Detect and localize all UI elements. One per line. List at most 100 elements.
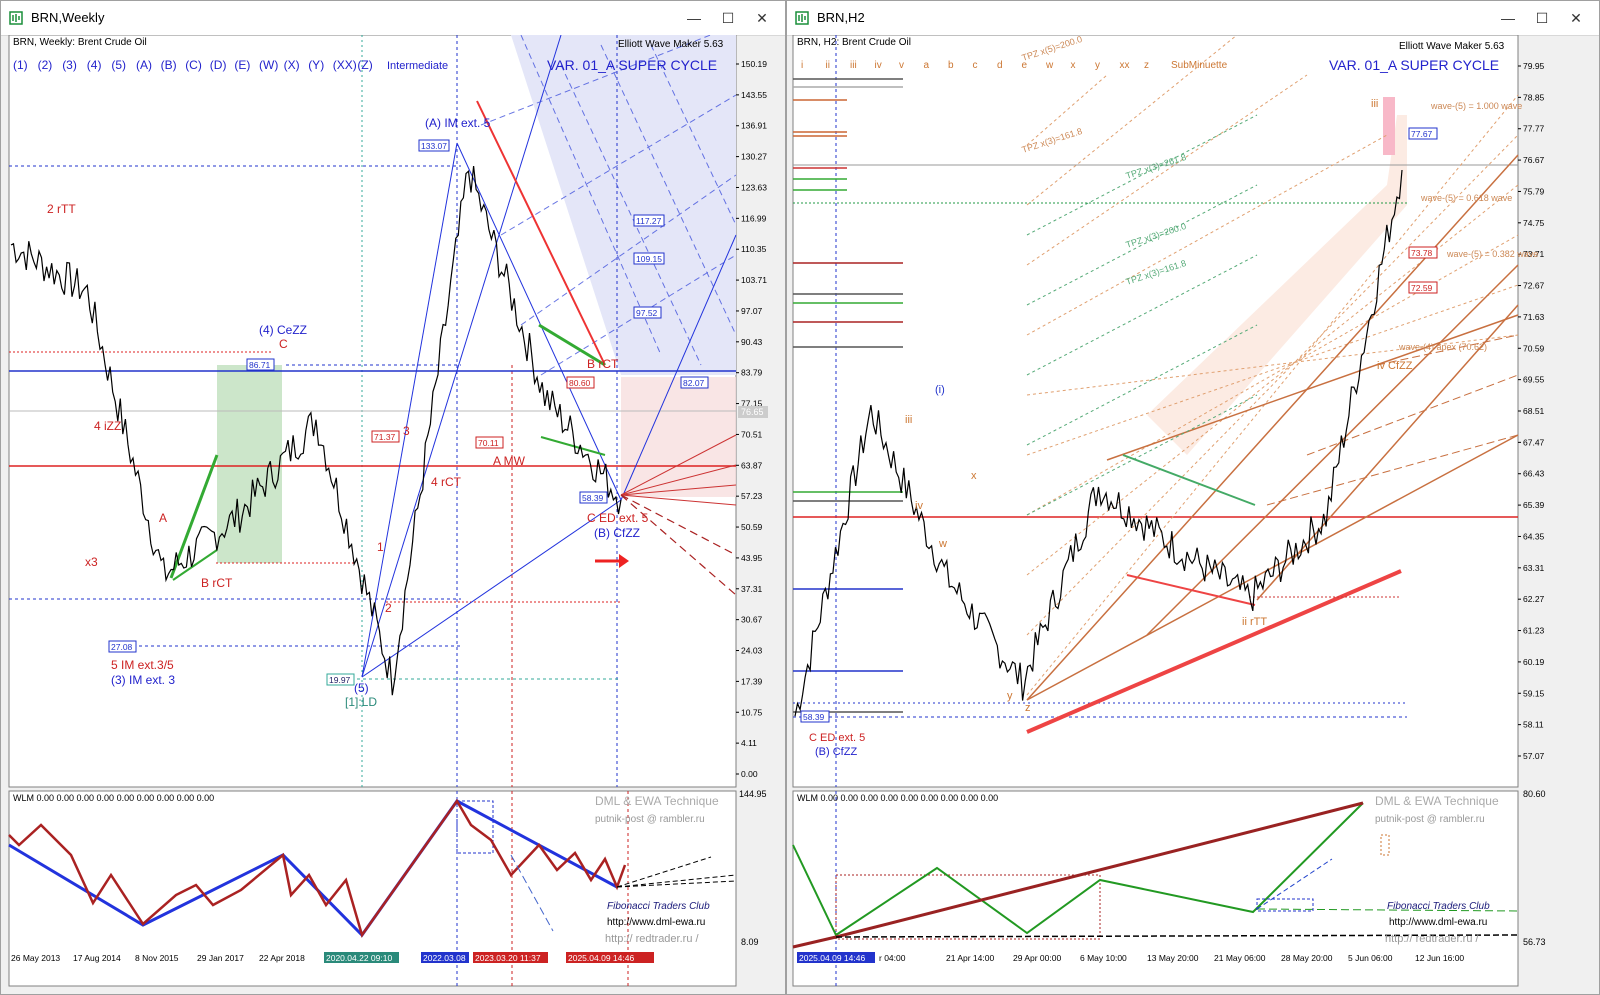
- left-chart[interactable]: BRN, Weekly: Brent Crude Oil Elliott Wav…: [1, 35, 785, 994]
- left-degree-btn[interactable]: (A): [136, 58, 152, 72]
- right-price-tick: 76.67: [1523, 155, 1545, 165]
- left-brand2: putnik-post @ rambler.ru: [595, 814, 705, 825]
- right-time-tick: 6 May 10:00: [1080, 953, 1127, 963]
- left-degree-btn[interactable]: (2): [38, 58, 53, 72]
- right-time-tick: 29 Apr 00:00: [1013, 953, 1061, 963]
- close-button[interactable]: ✕: [1570, 10, 1582, 26]
- right-chart[interactable]: BRN, H2: Brent Crude Oil Elliott Wave Ma…: [787, 35, 1599, 994]
- right-degree-btn[interactable]: w: [1045, 60, 1054, 71]
- right-degree-btn[interactable]: iii: [850, 60, 857, 71]
- left-degree-btn[interactable]: (5): [111, 58, 126, 72]
- left-time-tick: 22 Apr 2018: [259, 953, 305, 963]
- left-brand5[interactable]: http:// redtrader.ru /: [605, 933, 699, 945]
- price-box-86: 86.71: [249, 360, 271, 370]
- right-degree-btn[interactable]: y: [1095, 60, 1100, 71]
- close-button[interactable]: ✕: [756, 10, 768, 26]
- left-chart-header: BRN, Weekly: Brent Crude Oil: [13, 37, 147, 48]
- left-price-tick: 116.99: [741, 213, 767, 223]
- left-degree-btn[interactable]: (E): [234, 58, 250, 72]
- r-wave-iv: iv: [915, 500, 923, 512]
- minimize-button[interactable]: —: [687, 10, 701, 26]
- right-price-tick: 79.95: [1523, 61, 1545, 71]
- wave-label-2rtt: 2 rTT: [47, 202, 76, 216]
- price-box-19: 19.97: [329, 675, 351, 685]
- left-degree-btn[interactable]: (XX): [333, 58, 357, 72]
- left-degree-label[interactable]: Intermediate: [387, 60, 448, 72]
- left-degree-btn[interactable]: (W): [259, 58, 278, 72]
- right-degree-btn[interactable]: b: [948, 60, 954, 71]
- right-price-tick: 63.31: [1523, 563, 1545, 573]
- left-degree-btn[interactable]: (Y): [308, 58, 324, 72]
- left-titlebar[interactable]: BRN,Weekly — ☐ ✕: [1, 1, 785, 36]
- left-degree-btn[interactable]: (Z): [357, 58, 372, 72]
- left-price-tick: 103.71: [741, 275, 767, 285]
- right-price-tick: 67.47: [1523, 437, 1545, 447]
- price-box-109: 109.15: [636, 254, 662, 264]
- left-variant-title: VAR. 01_A SUPER CYCLE: [547, 57, 717, 73]
- right-degree-btn[interactable]: c: [973, 60, 978, 71]
- right-brand4[interactable]: http://www.dml-ewa.ru: [1389, 917, 1487, 928]
- right-price-tick: 71.63: [1523, 312, 1545, 322]
- right-degree-btn[interactable]: xx: [1120, 60, 1130, 71]
- right-degree-btn[interactable]: d: [997, 60, 1003, 71]
- maximize-button[interactable]: ☐: [721, 10, 735, 26]
- left-degree-btn[interactable]: (D): [210, 58, 227, 72]
- right-indicator-name: Elliott Wave Maker 5.63: [1399, 41, 1505, 52]
- r-wave-i: (i): [935, 384, 945, 396]
- left-brand3: Fibonacci Traders Club: [607, 901, 710, 912]
- right-degree-btn[interactable]: x: [1071, 60, 1076, 71]
- left-window-title: BRN,Weekly: [31, 10, 105, 25]
- left-degree-buttons[interactable]: (1) (2) (3) (4) (5) (A) (B) (C) (D) (E) (W) (X) (Y) (…: [13, 58, 373, 72]
- right-price-tick: 62.27: [1523, 594, 1545, 604]
- price-box-117: 117.27: [636, 216, 662, 226]
- right-brand5[interactable]: http:// redtrader.ru /: [1385, 933, 1479, 945]
- right-degree-btn[interactable]: i: [801, 60, 803, 71]
- right-time-marker: 2025.04.09 14:46: [799, 953, 865, 963]
- right-wlm-axis-bottom: 56.73: [1523, 937, 1546, 947]
- left-price-tick: 43.95: [741, 553, 763, 563]
- r-wave-iii-l: iii: [905, 414, 912, 426]
- right-degree-btn[interactable]: ii: [826, 60, 830, 71]
- right-price-tick: 58.11: [1523, 720, 1544, 730]
- left-price-tick: 50.59: [741, 522, 763, 532]
- left-degree-btn[interactable]: (3): [62, 58, 77, 72]
- right-price-box-73: 73.78: [1411, 248, 1433, 258]
- right-degree-btn[interactable]: iv: [875, 60, 882, 71]
- wave-label-brct: B rCT: [201, 576, 233, 590]
- r-wave-bcfzz: (B) CfZZ: [815, 746, 857, 758]
- right-brand2: putnik-post @ rambler.ru: [1375, 814, 1485, 825]
- left-price-tick: 150.19: [741, 59, 767, 69]
- right-price-tick: 65.39: [1523, 500, 1545, 510]
- right-time-axis: r 04:00 21 Apr 14:00 29 Apr 00:00 6 May 10:…: [879, 953, 1464, 963]
- right-degree-btn[interactable]: e: [1022, 60, 1028, 71]
- left-price-tick: 63.87: [741, 460, 763, 470]
- right-degree-label[interactable]: SubMinuette: [1171, 60, 1228, 71]
- minimize-button[interactable]: —: [1501, 10, 1515, 26]
- left-degree-btn[interactable]: (1): [13, 58, 28, 72]
- wave-label-bcfzz: (B) CfZZ: [594, 526, 640, 540]
- left-brand4[interactable]: http://www.dml-ewa.ru: [607, 917, 705, 928]
- left-chart-window: BRN,Weekly — ☐ ✕: [0, 0, 786, 995]
- right-degree-btn[interactable]: v: [899, 60, 904, 71]
- fib-label-618: wave-(5) = 0.618 wave: [1420, 193, 1512, 203]
- left-degree-btn[interactable]: (C): [185, 58, 202, 72]
- right-price-tick: 75.79: [1523, 186, 1545, 196]
- right-titlebar[interactable]: BRN,H2 — ☐ ✕: [787, 1, 1599, 36]
- left-price-tick: 123.63: [741, 182, 767, 192]
- maximize-button[interactable]: ☐: [1535, 10, 1549, 26]
- right-degree-buttons[interactable]: i ii iii iv v a b c d e w x y xx z: [801, 60, 1149, 71]
- left-wlm-axis-bottom: 8.09: [741, 937, 759, 947]
- left-degree-btn[interactable]: (B): [161, 58, 177, 72]
- price-box-27: 27.08: [111, 642, 133, 652]
- left-price-tick: 130.27: [741, 152, 767, 162]
- right-degree-btn[interactable]: z: [1144, 60, 1149, 71]
- right-price-box-58: 58.39: [803, 712, 825, 722]
- left-price-tick: 0.00: [741, 769, 758, 779]
- left-price-tick: 77.15: [741, 399, 763, 409]
- left-degree-btn[interactable]: (X): [284, 58, 300, 72]
- left-degree-btn[interactable]: (4): [87, 58, 102, 72]
- right-wlm-axis-top: 80.60: [1523, 789, 1546, 799]
- right-price-line: [794, 169, 1403, 717]
- right-degree-btn[interactable]: a: [924, 60, 930, 71]
- right-price-tick: 69.55: [1523, 375, 1545, 385]
